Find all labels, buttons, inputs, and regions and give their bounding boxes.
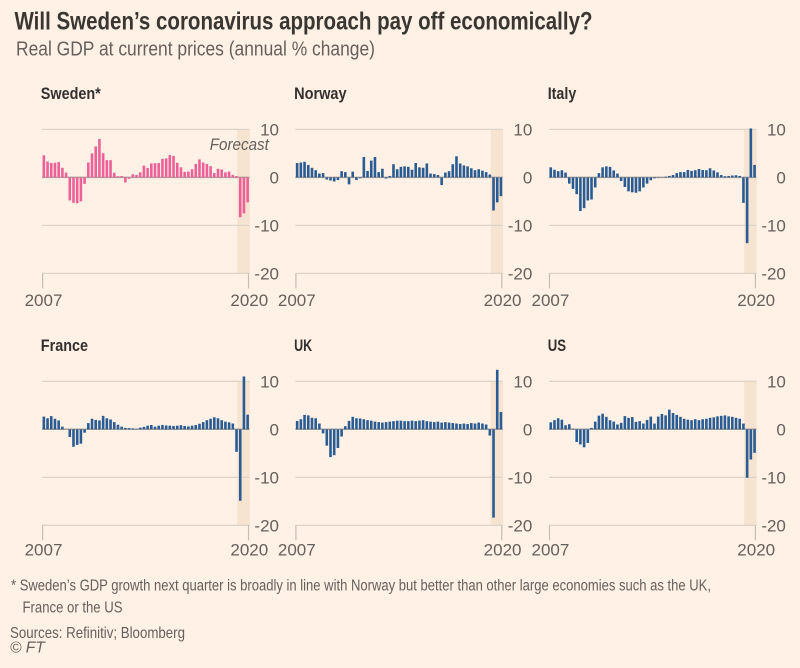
svg-text:2020: 2020 (484, 291, 522, 310)
svg-text:-20: -20 (254, 264, 279, 283)
svg-text:© FT: © FT (10, 640, 46, 657)
svg-text:France: France (41, 337, 88, 355)
svg-text:2020: 2020 (230, 540, 268, 559)
svg-text:10: 10 (513, 120, 532, 139)
svg-text:Italy: Italy (548, 85, 577, 103)
svg-text:Sources: Refinitiv; Bloomberg: Sources: Refinitiv; Bloomberg (10, 625, 185, 642)
svg-text:0: 0 (270, 420, 279, 439)
svg-text:0: 0 (776, 168, 785, 187)
svg-text:0: 0 (776, 420, 785, 439)
svg-text:10: 10 (260, 372, 279, 391)
svg-text:10: 10 (767, 120, 786, 139)
svg-text:-20: -20 (761, 264, 786, 283)
svg-text:Sweden*: Sweden* (41, 85, 101, 103)
svg-text:-10: -10 (761, 216, 786, 235)
svg-text:UK: UK (294, 337, 312, 355)
svg-text:Real GDP at current prices (an: Real GDP at current prices (annual % cha… (16, 38, 375, 61)
svg-text:-20: -20 (508, 264, 533, 283)
svg-text:-10: -10 (508, 468, 533, 487)
svg-text:2007: 2007 (531, 540, 569, 559)
svg-text:Will Sweden’s coronavirus appr: Will Sweden’s coronavirus approach pay o… (15, 8, 593, 36)
svg-text:-20: -20 (254, 516, 279, 535)
svg-text:0: 0 (270, 168, 279, 187)
svg-text:-10: -10 (508, 216, 533, 235)
svg-text:2007: 2007 (25, 291, 63, 310)
svg-text:0: 0 (523, 420, 532, 439)
svg-text:France or the US: France or the US (23, 600, 123, 617)
svg-text:-20: -20 (761, 516, 786, 535)
svg-text:2007: 2007 (531, 291, 569, 310)
svg-text:* Sweden’s GDP growth next qua: * Sweden’s GDP growth next quarter is br… (11, 578, 711, 595)
svg-text:Forecast: Forecast (210, 136, 270, 154)
svg-text:2007: 2007 (25, 540, 63, 559)
svg-text:2020: 2020 (737, 291, 775, 310)
svg-text:2007: 2007 (278, 540, 316, 559)
svg-text:US: US (548, 337, 566, 355)
svg-text:-20: -20 (508, 516, 533, 535)
svg-text:2007: 2007 (278, 291, 316, 310)
svg-text:10: 10 (767, 372, 786, 391)
svg-text:2020: 2020 (230, 291, 268, 310)
svg-text:-10: -10 (254, 216, 279, 235)
svg-text:-10: -10 (254, 468, 279, 487)
svg-text:10: 10 (260, 120, 279, 139)
svg-text:-10: -10 (761, 468, 786, 487)
svg-text:Norway: Norway (294, 85, 347, 103)
svg-text:2020: 2020 (484, 540, 522, 559)
svg-text:2020: 2020 (737, 540, 775, 559)
svg-text:0: 0 (523, 168, 532, 187)
svg-text:10: 10 (513, 372, 532, 391)
